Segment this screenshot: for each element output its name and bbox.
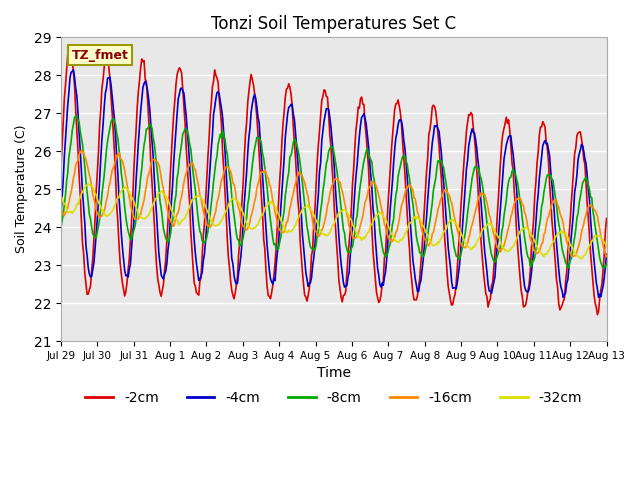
- Legend: -2cm, -4cm, -8cm, -16cm, -32cm: -2cm, -4cm, -8cm, -16cm, -32cm: [79, 385, 588, 410]
- Text: TZ_fmet: TZ_fmet: [72, 48, 129, 61]
- Y-axis label: Soil Temperature (C): Soil Temperature (C): [15, 125, 28, 253]
- Title: Tonzi Soil Temperatures Set C: Tonzi Soil Temperatures Set C: [211, 15, 456, 33]
- X-axis label: Time: Time: [317, 366, 351, 381]
